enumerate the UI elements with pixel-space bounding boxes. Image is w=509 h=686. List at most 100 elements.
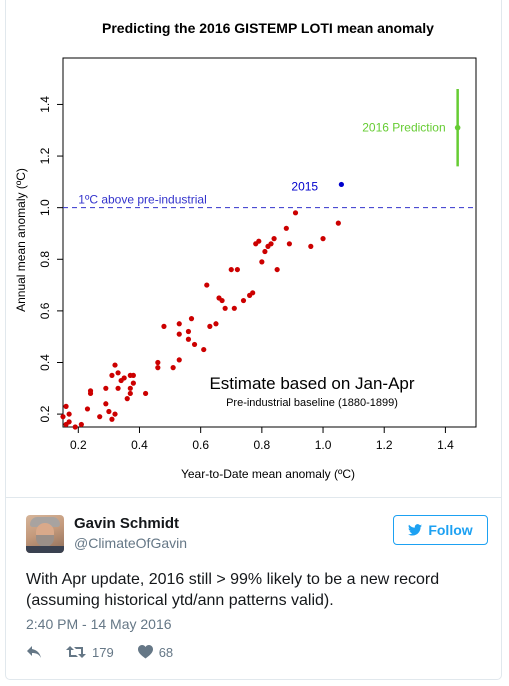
x-tick-label: 1.0 (315, 438, 332, 452)
data-point (262, 248, 268, 255)
data-point (115, 385, 121, 391)
data-point (112, 411, 118, 417)
annotation-main: Estimate based on Jan-Apr (209, 374, 414, 393)
x-tick-label: 1.4 (437, 438, 454, 452)
data-point (201, 346, 207, 353)
data-point (259, 259, 265, 265)
annotation-sub: Pre-industrial baseline (1880-1899) (226, 397, 398, 409)
data-point (256, 238, 262, 244)
tweet-card: Predicting the 2016 GISTEMP LOTI mean an… (5, 0, 502, 680)
data-point (191, 341, 198, 348)
data-point (66, 411, 72, 417)
data-point (66, 419, 72, 425)
data-point-2015 (338, 181, 344, 188)
data-point (185, 336, 192, 342)
data-point (176, 357, 182, 363)
retweet-count: 179 (92, 644, 114, 660)
data-point (176, 331, 182, 337)
data-point (115, 370, 121, 376)
y-tick-label: 1.4 (38, 96, 52, 113)
x-tick-label: 0.6 (192, 438, 209, 452)
y-tick-label: 0.6 (38, 302, 52, 319)
data-point (72, 424, 78, 430)
data-point (121, 375, 127, 381)
data-point (320, 236, 326, 242)
tweet-timestamp[interactable]: 2:40 PM - 14 May 2016 (26, 616, 172, 632)
y-tick-label: 1.2 (38, 147, 52, 164)
data-point (170, 365, 176, 371)
data-point (78, 421, 84, 428)
label-2015: 2015 (291, 179, 318, 193)
x-tick-label: 0.2 (70, 438, 87, 452)
data-point (207, 323, 213, 329)
data-point (283, 225, 289, 231)
avatar[interactable] (26, 515, 64, 553)
retweet-icon (66, 646, 86, 658)
tweet-media[interactable]: Predicting the 2016 GISTEMP LOTI mean an… (6, 0, 501, 498)
tweet-actions: 179 68 (26, 643, 197, 661)
scatter-chart: Predicting the 2016 GISTEMP LOTI mean an… (14, 20, 477, 481)
y-tick-label: 0.2 (38, 405, 52, 422)
like-count: 68 (158, 644, 174, 660)
data-point (308, 243, 314, 249)
y-tick-label: 0.8 (38, 251, 52, 268)
heart-icon (137, 645, 153, 659)
data-point (161, 323, 167, 329)
data-point (222, 305, 228, 311)
data-point (240, 297, 247, 304)
data-point (234, 266, 240, 273)
data-point (127, 390, 133, 397)
data-point (335, 220, 341, 226)
author-handle[interactable]: @ClimateOfGavin (74, 535, 188, 551)
data-point (274, 266, 280, 273)
data-point (250, 290, 256, 296)
follow-label: Follow (428, 522, 473, 538)
author-name[interactable]: Gavin Schmidt (74, 515, 180, 532)
data-point (228, 266, 234, 273)
x-tick-label: 0.8 (254, 438, 271, 452)
retweet-button[interactable]: 179 (66, 645, 114, 660)
x-tick-label: 1.2 (376, 438, 393, 452)
data-point (268, 241, 274, 247)
twitter-bird-icon (408, 524, 423, 536)
data-point (127, 385, 133, 391)
data-points (60, 88, 461, 430)
data-point (292, 210, 299, 216)
data-point (213, 321, 219, 327)
data-point (219, 297, 225, 304)
follow-button[interactable]: Follow (393, 515, 488, 545)
data-point-2016-prediction (454, 124, 461, 131)
x-axis: 0.2 0.4 0.6 0.8 1.0 1.2 1.4 (70, 427, 454, 452)
y-axis: 0.2 0.4 0.6 0.8 1.0 1.2 1.4 (38, 96, 63, 422)
data-point (103, 385, 109, 391)
data-point (63, 403, 69, 409)
data-point (130, 380, 136, 386)
tweet-text: With Apr update, 2016 still > 99% likely… (26, 571, 440, 609)
reply-button[interactable] (26, 645, 42, 659)
data-point (231, 305, 237, 311)
y-axis-label: Annual mean anomaly (ºC) (14, 168, 28, 312)
data-point (155, 359, 161, 366)
x-axis-label: Year-to-Date mean anomaly (ºC) (181, 467, 355, 481)
data-point (124, 396, 130, 402)
data-point (143, 390, 149, 397)
data-point (112, 362, 118, 368)
y-tick-label: 0.4 (38, 354, 52, 371)
data-point (109, 416, 115, 422)
data-point (204, 282, 210, 288)
reply-icon (27, 646, 41, 658)
data-point (84, 406, 91, 412)
plot-frame (62, 57, 477, 428)
data-point (103, 401, 109, 407)
data-point (109, 372, 115, 378)
like-button[interactable]: 68 (137, 644, 174, 660)
data-point (185, 328, 192, 335)
data-point (286, 241, 292, 247)
data-point (60, 414, 66, 420)
data-point (87, 390, 94, 397)
data-point (271, 236, 277, 242)
data-point (155, 365, 161, 371)
y-tick-label: 1.0 (38, 199, 52, 216)
reference-line-label: 1ºC above pre-industrial (78, 193, 206, 207)
data-point (130, 372, 136, 378)
